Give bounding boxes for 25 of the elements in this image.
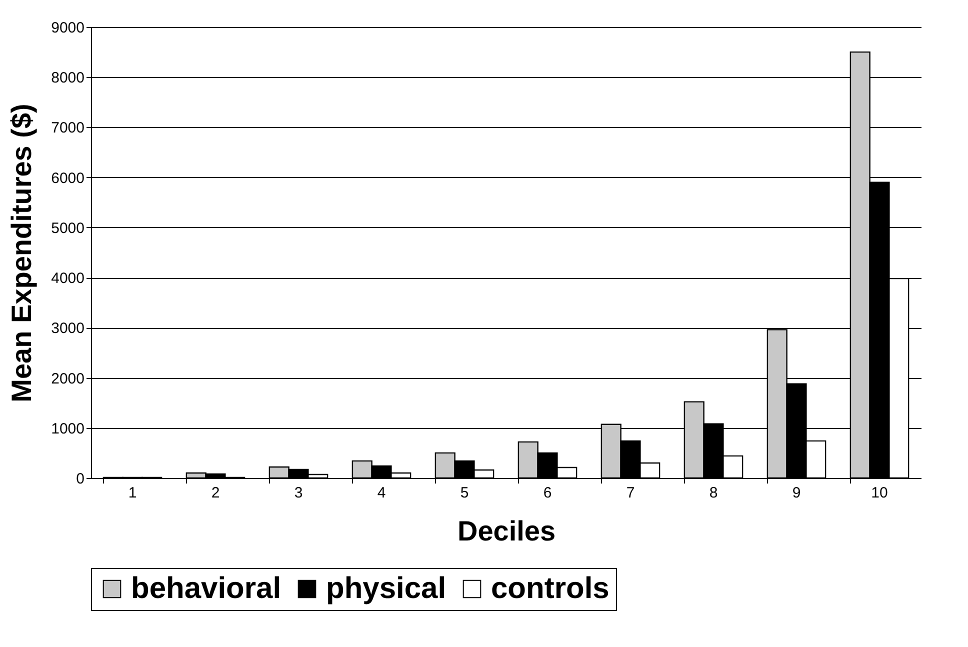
y-tick-label: 4000	[51, 270, 84, 288]
y-tick-label: 8000	[51, 70, 84, 87]
x-tick-label: 10	[871, 484, 888, 502]
y-tick-label: 7000	[51, 120, 84, 137]
y-axis-title: Mean Expenditures ($)	[6, 104, 38, 402]
y-tick-label: 1000	[51, 420, 84, 438]
y-tick-label: 0	[76, 470, 84, 488]
x-tick-label: 1	[128, 484, 137, 502]
x-tick-label: 4	[377, 484, 386, 502]
x-tick-label: 8	[709, 484, 718, 502]
legend-label: behavioral	[131, 572, 282, 605]
x-tick-label: 3	[294, 484, 303, 502]
x-tick-label: 7	[626, 484, 635, 502]
x-tick-label: 6	[543, 484, 552, 502]
x-tick-label: 5	[460, 484, 469, 502]
legend-label: physical	[326, 572, 446, 605]
y-tick-label: 6000	[51, 170, 84, 187]
y-tick-label: 3000	[51, 320, 84, 338]
x-tick-label: 9	[792, 484, 801, 502]
y-tick-label: 9000	[51, 20, 84, 36]
x-axis-title: Deciles	[457, 516, 556, 546]
x-tick-label: 2	[211, 484, 220, 502]
y-tick-label: 5000	[51, 220, 84, 237]
legend-label: controls	[491, 572, 610, 605]
y-tick-label: 2000	[51, 370, 84, 388]
